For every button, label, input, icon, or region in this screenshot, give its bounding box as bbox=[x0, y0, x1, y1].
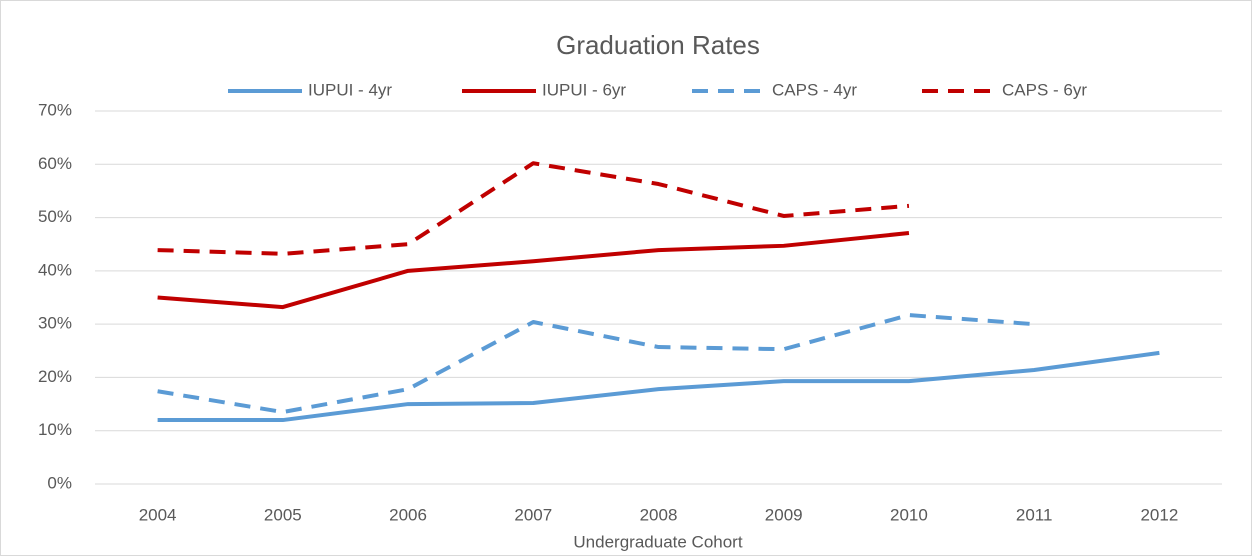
y-tick-label: 40% bbox=[38, 260, 72, 279]
y-tick-label: 0% bbox=[47, 473, 72, 492]
x-tick-label: 2005 bbox=[264, 505, 302, 524]
legend-label: IUPUI - 4yr bbox=[308, 80, 392, 99]
legend-label: IUPUI - 6yr bbox=[542, 80, 626, 99]
x-tick-label: 2007 bbox=[514, 505, 552, 524]
x-tick-label: 2012 bbox=[1140, 505, 1178, 524]
x-tick-label: 2011 bbox=[1016, 505, 1053, 524]
y-tick-label: 10% bbox=[38, 420, 72, 439]
x-tick-label: 2008 bbox=[640, 505, 678, 524]
y-tick-label: 30% bbox=[38, 314, 72, 333]
x-tick-label: 2006 bbox=[389, 505, 427, 524]
y-tick-label: 50% bbox=[38, 207, 72, 226]
x-tick-label: 2010 bbox=[890, 505, 928, 524]
series-line bbox=[157, 313, 1035, 415]
x-tick-label: 2009 bbox=[765, 505, 803, 524]
x-tick-label: 2004 bbox=[139, 505, 177, 524]
legend-label: CAPS - 6yr bbox=[1002, 80, 1087, 99]
y-tick-label: 20% bbox=[38, 367, 72, 386]
y-tick-label: 70% bbox=[38, 100, 72, 119]
chart-title: Graduation Rates bbox=[556, 30, 760, 60]
legend-label: CAPS - 4yr bbox=[772, 80, 857, 99]
series-line bbox=[157, 231, 910, 310]
series-line bbox=[157, 350, 1160, 423]
y-tick-label: 60% bbox=[38, 154, 72, 173]
series-line bbox=[157, 161, 910, 256]
x-axis-label: Undergraduate Cohort bbox=[573, 532, 742, 551]
